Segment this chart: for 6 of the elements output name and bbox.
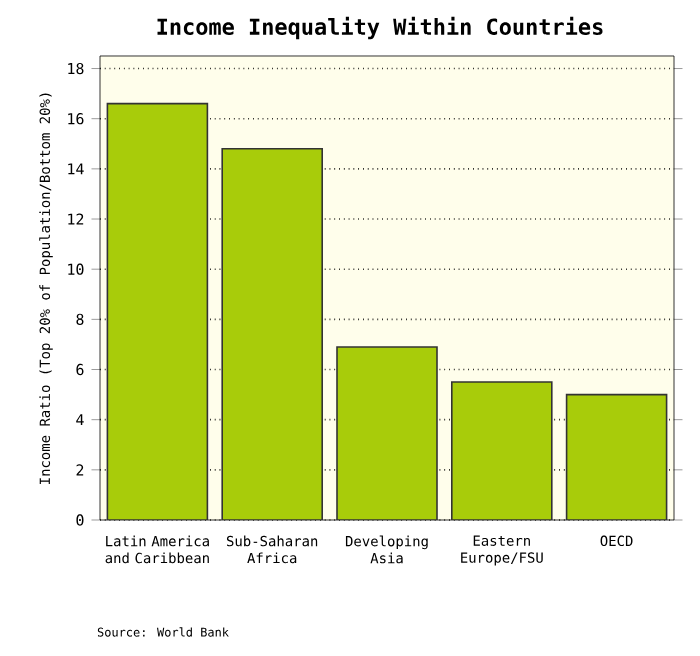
bar — [222, 148, 323, 520]
bar — [107, 103, 208, 520]
bar — [337, 346, 437, 520]
chart-title: Income Inequality Within Countries — [157, 16, 603, 40]
bar — [451, 382, 552, 520]
bar — [565, 393, 668, 520]
